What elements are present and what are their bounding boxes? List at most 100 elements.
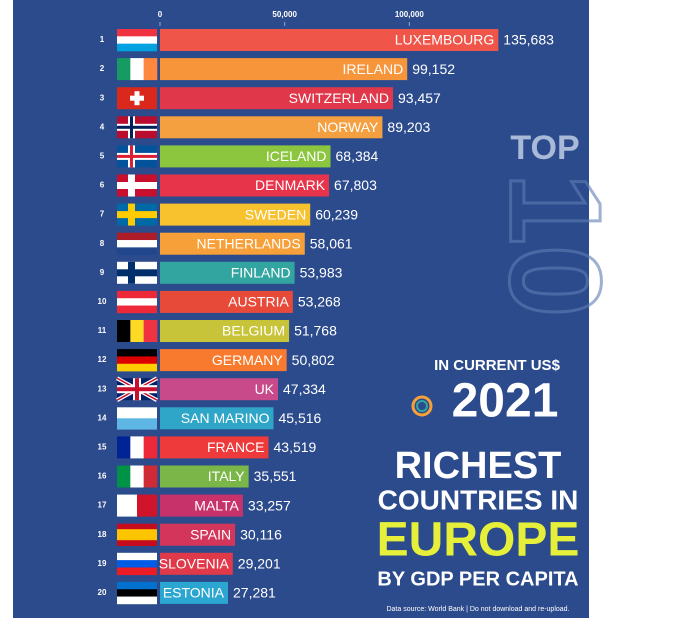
bar <box>160 174 330 197</box>
flag-stripe <box>130 465 144 488</box>
rank-label: 14 <box>98 413 107 422</box>
value-label: 67,803 <box>334 177 377 193</box>
bar <box>160 494 243 517</box>
rank-label: 4 <box>100 122 105 131</box>
flag-stripe <box>117 418 157 430</box>
category-label: NORWAY <box>317 119 379 135</box>
category-label: SPAIN <box>190 526 231 542</box>
flag <box>117 290 157 314</box>
category-label: AUSTRIA <box>228 294 289 310</box>
flag <box>117 261 157 284</box>
flag-stripe <box>143 465 158 488</box>
category-label: NETHERLANDS <box>197 235 301 251</box>
flag <box>117 116 157 139</box>
value-label: 30,116 <box>240 526 282 542</box>
category-label: UK <box>255 381 275 397</box>
bar <box>160 203 311 226</box>
value-label: 99,152 <box>412 61 455 77</box>
flag <box>117 174 157 197</box>
flag-stripe <box>117 534 157 541</box>
flag-stripe <box>117 363 157 372</box>
value-label: 135,683 <box>503 32 554 48</box>
bar <box>160 349 287 372</box>
title-line: RICHEST <box>395 445 562 487</box>
flag <box>117 87 157 110</box>
rank-label: 3 <box>100 93 105 102</box>
value-label: 60,239 <box>315 206 358 222</box>
bar <box>160 290 293 313</box>
value-label: 58,061 <box>310 235 353 251</box>
value-label: 68,384 <box>336 148 379 164</box>
bar <box>160 552 233 575</box>
flag-stripe <box>117 29 157 37</box>
rank-label: 15 <box>98 443 107 452</box>
flag-stripe <box>117 305 157 314</box>
flag-stripe <box>117 240 157 248</box>
value-label: 35,551 <box>254 468 297 484</box>
flag-stripe <box>117 43 157 52</box>
bar <box>160 261 295 284</box>
flag-stripe <box>117 567 157 576</box>
rank-label: 9 <box>100 268 105 277</box>
flag-stripe <box>117 465 131 488</box>
flag <box>117 581 157 605</box>
flag-stripe <box>117 529 157 535</box>
flag <box>117 552 157 576</box>
flag-stripe <box>117 247 157 255</box>
bar <box>160 407 274 430</box>
subtitle: BY GDP PER CAPITA <box>377 568 578 590</box>
rank-label: 20 <box>98 588 107 597</box>
source: Data source: World Bank | Do not downloa… <box>386 606 569 613</box>
rank-label: 8 <box>100 239 105 248</box>
value-label: 93,457 <box>398 90 441 106</box>
rank-label: 18 <box>98 530 107 539</box>
value-label: 53,983 <box>300 265 343 281</box>
value-label: 47,334 <box>283 381 326 397</box>
category-label: ICELAND <box>266 148 327 164</box>
category-label: SWEDEN <box>245 206 306 222</box>
flag-stripe <box>117 232 157 241</box>
flag-stripe <box>117 407 157 419</box>
flag-stripe <box>143 58 158 81</box>
flag-cross <box>117 182 157 189</box>
flag <box>117 494 158 517</box>
flag-stripe <box>117 596 157 605</box>
value-label: 43,519 <box>274 439 317 455</box>
category-label: BELGIUM <box>222 323 285 339</box>
value-label: 29,201 <box>238 556 281 572</box>
flag-cross <box>117 154 157 158</box>
flag-cross <box>117 211 157 219</box>
flag-stripe <box>117 523 157 530</box>
category-label: DENMARK <box>255 177 326 193</box>
bar <box>160 378 279 401</box>
flag <box>117 232 157 255</box>
flag <box>117 29 157 52</box>
value-label: 45,516 <box>278 410 321 426</box>
flag-stripe <box>117 349 157 357</box>
flag <box>117 203 157 226</box>
flag-cross <box>130 95 144 101</box>
flag-stripe <box>117 494 138 517</box>
rank-label: 2 <box>100 64 105 73</box>
rank-label: 13 <box>98 384 107 393</box>
title-highlight: EUROPE <box>377 514 580 567</box>
clock-icon-inner <box>416 400 428 412</box>
flag-stripe <box>117 320 131 342</box>
rank-label: 16 <box>98 472 107 481</box>
flag <box>117 523 157 546</box>
bar <box>160 116 383 139</box>
bar <box>160 436 269 459</box>
clock-icon <box>411 395 433 417</box>
flag-cross <box>117 269 157 277</box>
value-label: 50,802 <box>292 352 335 368</box>
rank-label: 19 <box>98 559 107 568</box>
flag-stripe <box>117 58 131 81</box>
bar <box>160 29 499 51</box>
category-label: ESTONIA <box>163 585 225 601</box>
flag-stripe <box>137 494 158 517</box>
flag-stripe <box>117 589 157 597</box>
category-label: LUXEMBOURG <box>395 32 495 48</box>
rank-label: 11 <box>98 326 107 335</box>
flag-stripe <box>130 320 144 342</box>
